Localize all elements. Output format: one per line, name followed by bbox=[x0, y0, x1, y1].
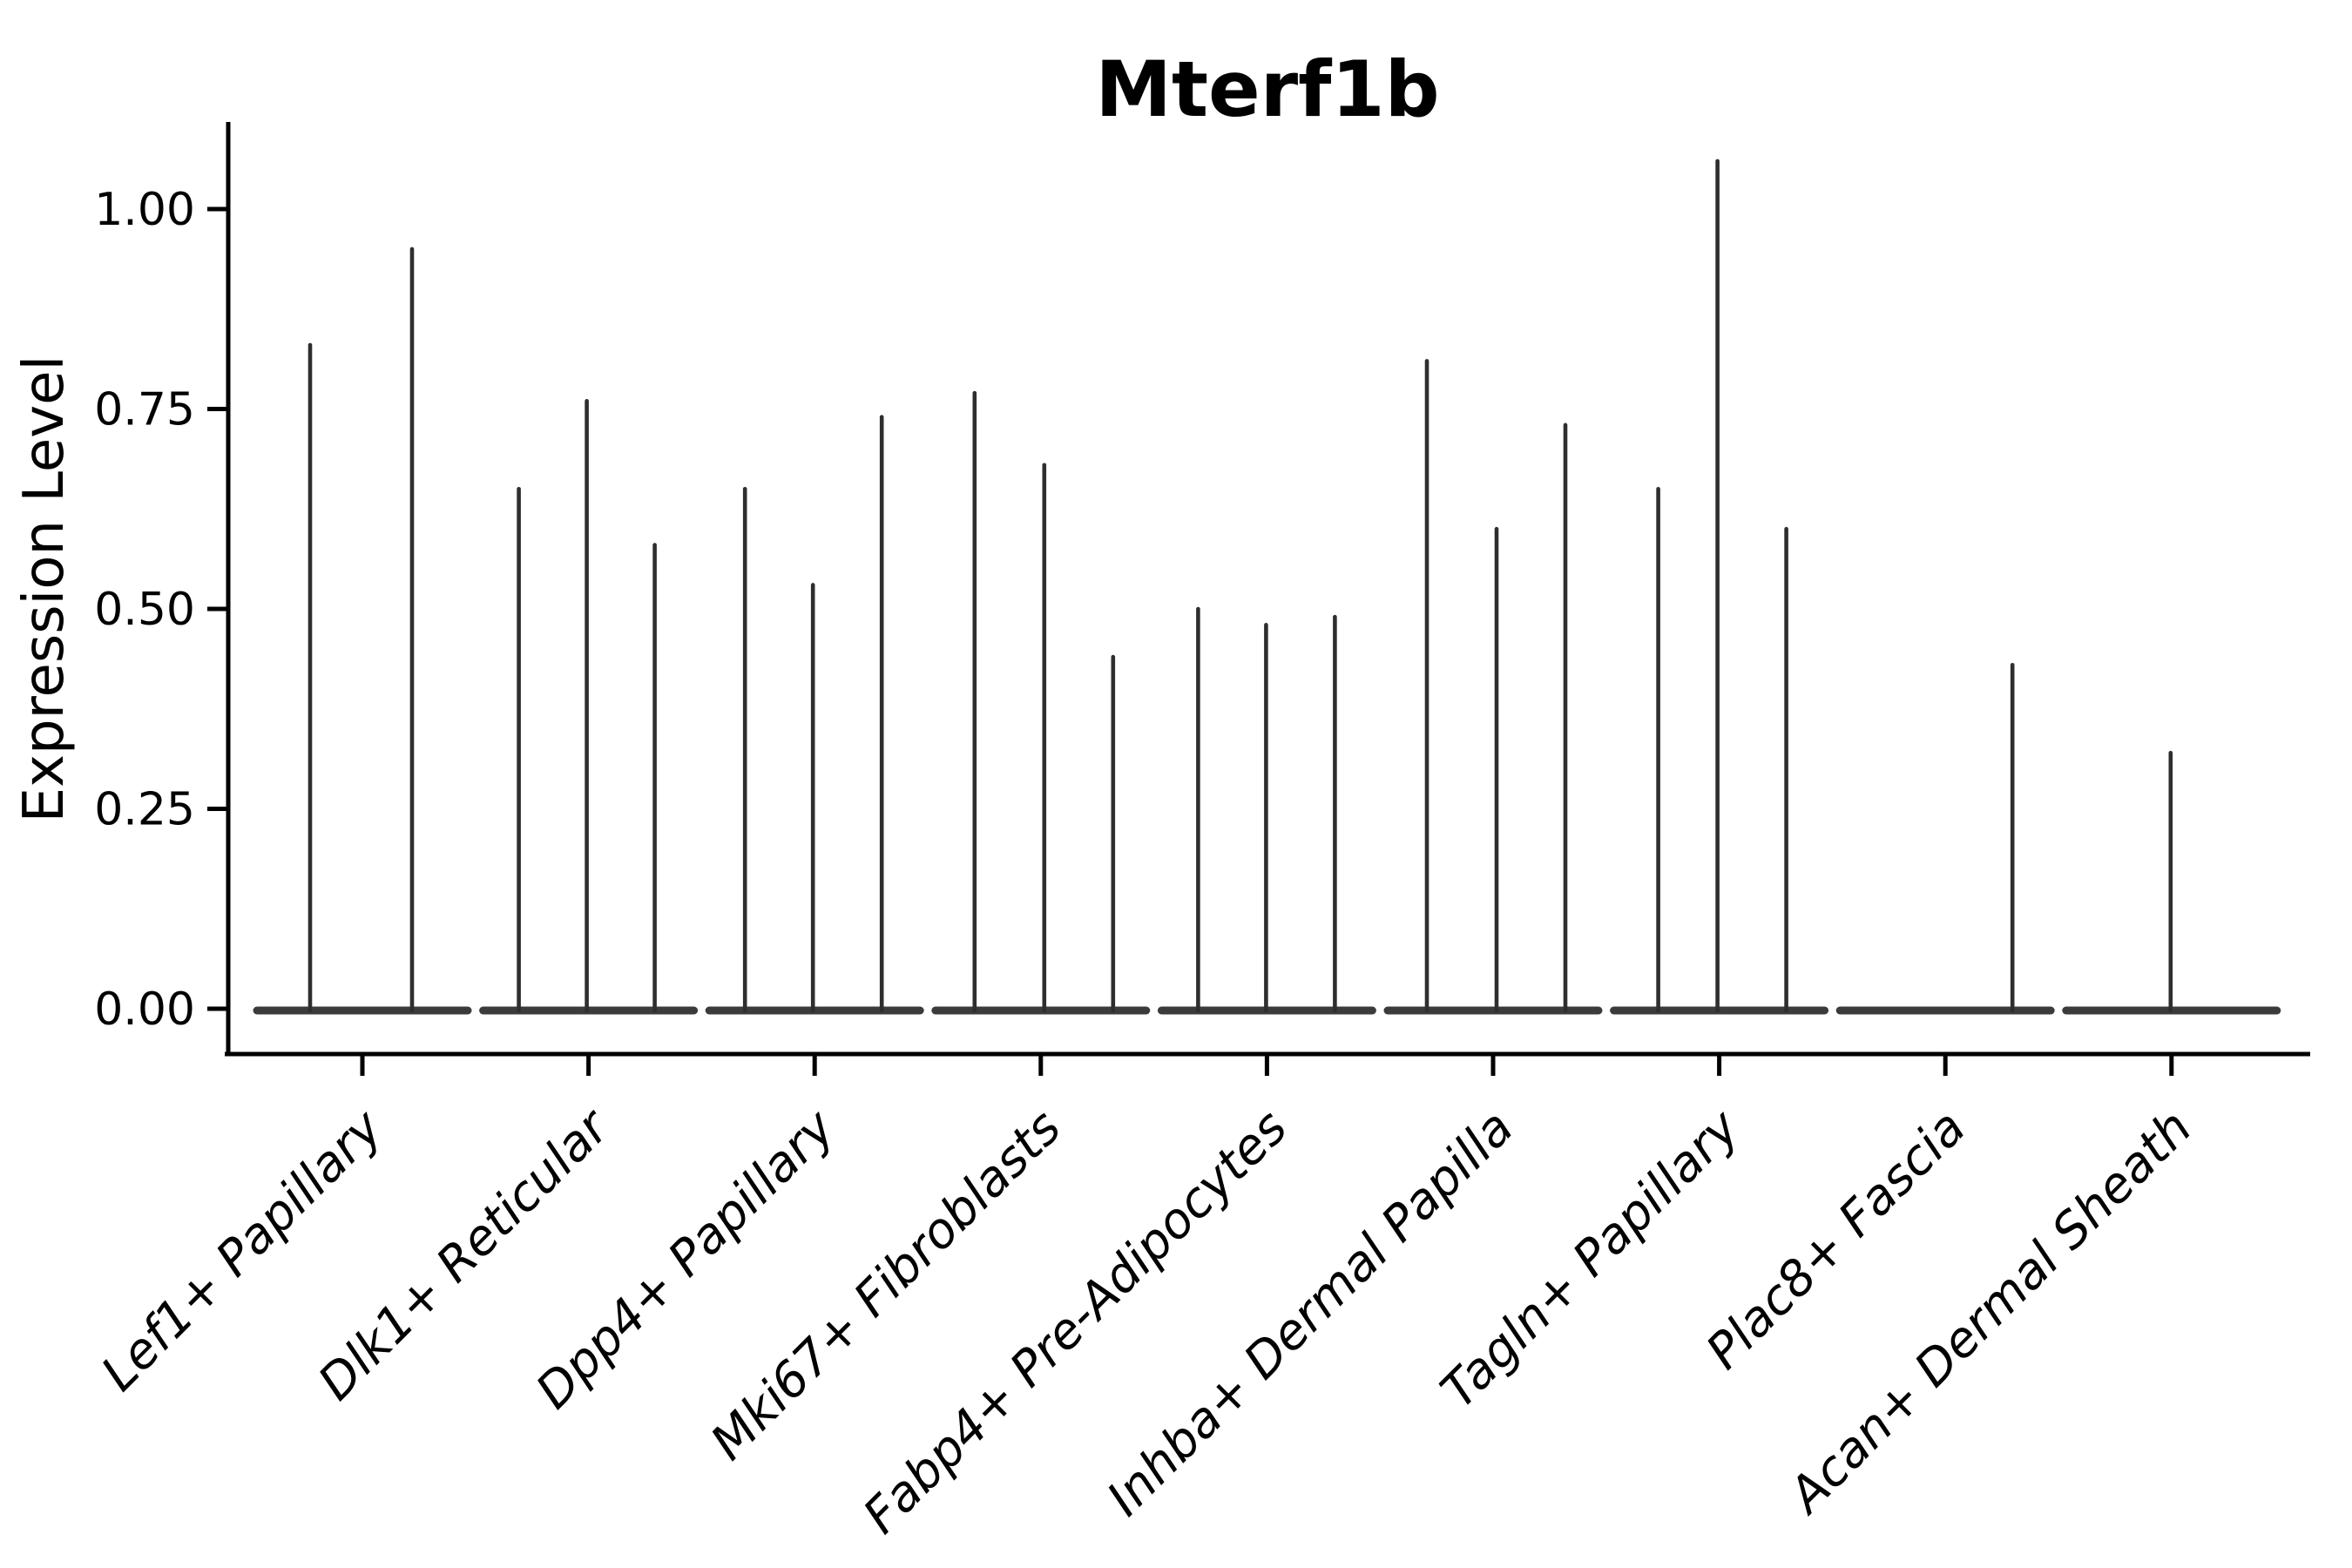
y-tick-label: 0.75 bbox=[94, 384, 195, 436]
x-tick-label: Inhba+ Dermal Papilla bbox=[1097, 1099, 1524, 1527]
y-tick-label: 0.25 bbox=[94, 784, 195, 836]
y-tick-label: 0.50 bbox=[94, 584, 195, 636]
y-tick-label: 1.00 bbox=[94, 184, 195, 236]
x-tick-label: Fabp4+ Pre-Adipocytes bbox=[853, 1099, 1298, 1544]
chart-title: Mterf1b bbox=[1095, 44, 1439, 134]
x-tick-label: Acan+ Dermal Sheath bbox=[1777, 1099, 2203, 1525]
y-axis-label: Expression Level bbox=[12, 355, 77, 823]
y-tick-label: 0.00 bbox=[94, 983, 195, 1036]
